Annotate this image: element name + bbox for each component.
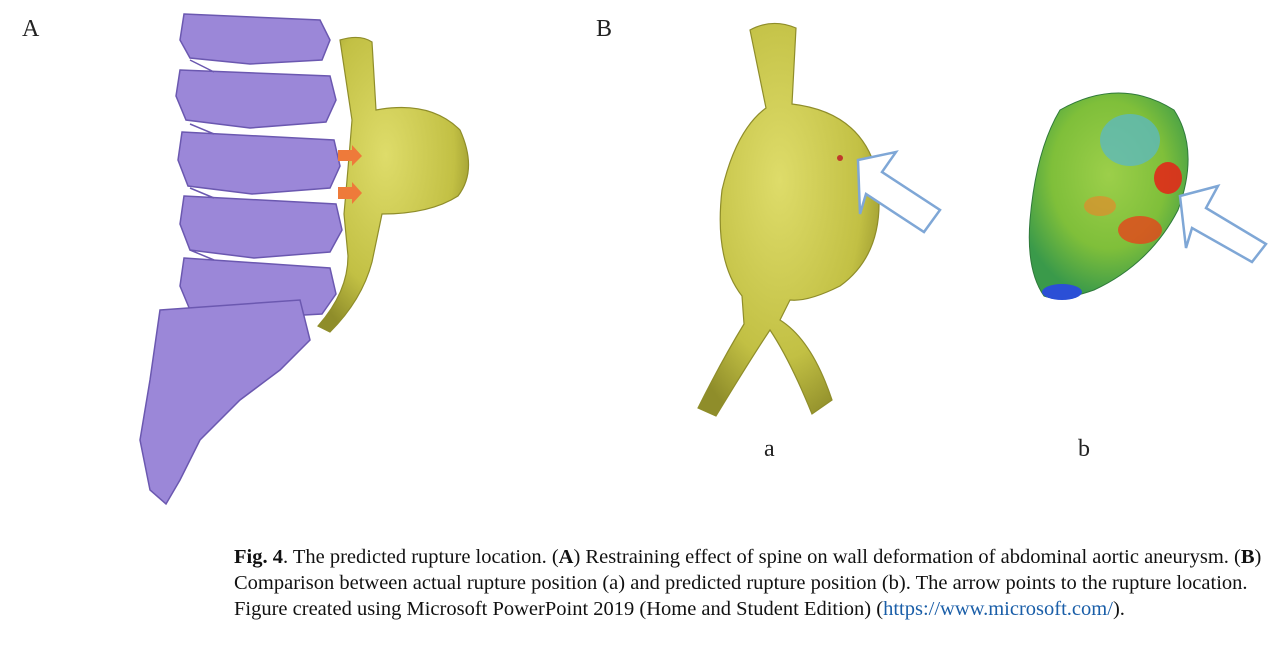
outline-arrow-icon <box>856 150 942 234</box>
orange-arrow-icon <box>338 182 362 204</box>
vertebra-2 <box>175 69 337 129</box>
orange-arrow-icon <box>338 145 362 166</box>
caption-fig-label: Fig. 4 <box>234 546 283 568</box>
caption-a-bold: A <box>558 546 574 568</box>
vertebra-4 <box>179 195 343 259</box>
caption-tail: ). <box>1112 598 1125 620</box>
sublabel-b: b <box>1078 436 1090 462</box>
spine-processes <box>189 59 215 261</box>
rupture-point-marker <box>837 155 843 161</box>
figure-caption: Fig. 4. The predicted rupture location. … <box>234 544 1274 622</box>
caption-b-bold: B <box>1240 546 1255 568</box>
outline-arrow-icon <box>1178 184 1268 264</box>
figure-graphics <box>139 13 1268 506</box>
spine-model <box>139 13 343 506</box>
caption-text-a: ) Restraining effect of spine on wall de… <box>573 546 1241 568</box>
vertebra-1 <box>179 13 331 65</box>
caption-link[interactable]: https://www.microsoft.com/ <box>883 598 1113 620</box>
orange-arrows <box>338 145 362 204</box>
caption-lead: . The predicted rupture location. ( <box>282 546 559 568</box>
heatmap-model <box>1028 92 1189 300</box>
caption-text-b: ) Comparison between actual rupture posi… <box>234 546 1262 620</box>
panel-label-a-upper: A <box>22 16 40 42</box>
aorta-model-a <box>317 36 470 333</box>
sublabel-a: a <box>764 436 775 462</box>
vertebra-3 <box>177 131 341 195</box>
panel-label-b-upper: B <box>596 16 613 42</box>
aorta-model-b-a <box>697 22 880 417</box>
sacrum <box>139 299 311 506</box>
